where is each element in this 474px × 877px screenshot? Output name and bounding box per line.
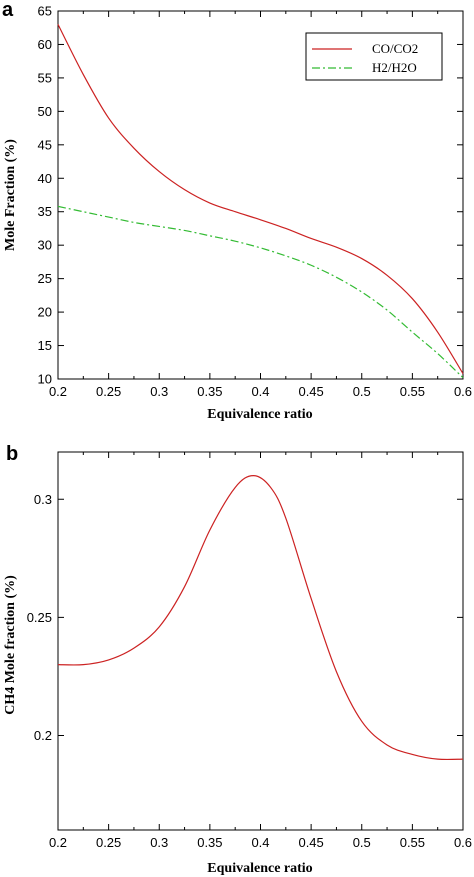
y-tick-label: 65: [38, 4, 52, 19]
panel-a-y-ticks: 10 15 20 25 30 35 40 45 50 55 60 65: [38, 4, 463, 387]
x-tick-label: 0.4: [251, 835, 269, 850]
legend-label-h2-h2o: H2/H2O: [372, 60, 417, 75]
legend-label-co-co2: CO/CO2: [372, 41, 418, 56]
panel-b-x-axis-label: Equivalence ratio: [207, 861, 312, 876]
x-tick-label: 0.25: [96, 835, 121, 850]
panel-a-series: [57, 24, 464, 379]
panel-a-x-axis-label: Equivalence ratio: [207, 407, 312, 422]
y-tick-label: 0.2: [34, 728, 52, 743]
y-tick-label: 10: [38, 372, 52, 387]
y-tick-label: 0.3: [34, 492, 52, 507]
x-tick-label: 0.5: [353, 835, 371, 850]
y-tick-label: 40: [38, 171, 52, 186]
series-line-2: [57, 205, 464, 379]
x-tick-label: 0.55: [400, 384, 425, 399]
y-tick-label: 30: [38, 238, 52, 253]
panel-a: a 0.2 0.25 0.3 0.35 0.4 0.45 0.5 0.55 0.6 10 15 20…: [2, 0, 472, 422]
x-tick-label: 0.25: [96, 384, 121, 399]
panel-b-y-ticks: 0.2 0.25 0.3: [27, 492, 463, 743]
panel-a-label: a: [2, 0, 14, 21]
x-tick-label: 0.6: [454, 384, 472, 399]
panel-b-label: b: [6, 443, 18, 465]
y-tick-label: 0.25: [27, 610, 52, 625]
panel-b-series: [57, 475, 464, 761]
panel-b-plot-frame: [57, 451, 464, 831]
series-line-1: [57, 24, 464, 374]
y-tick-label: 20: [38, 305, 52, 320]
panel-b-y-axis-label: CH4 Mole fraction (%): [3, 575, 18, 715]
x-tick-label: 0.5: [353, 384, 371, 399]
y-tick-label: 60: [38, 37, 52, 52]
panel-a-x-ticks: 0.2 0.25 0.3 0.35 0.4 0.45 0.5 0.55 0.6: [49, 11, 472, 399]
legend-box: [305, 32, 443, 81]
x-tick-label: 0.2: [49, 835, 67, 850]
x-tick-label: 0.3: [150, 835, 168, 850]
x-tick-label: 0.35: [197, 384, 222, 399]
y-tick-label: 50: [38, 104, 52, 119]
panel-a-legend: CO/CO2 H2/H2O: [305, 32, 443, 81]
x-tick-label: 0.45: [298, 384, 323, 399]
y-tick-label: 15: [38, 338, 52, 353]
y-tick-label: 25: [38, 271, 52, 286]
x-tick-label: 0.3: [150, 384, 168, 399]
y-tick-label: 55: [38, 70, 52, 85]
x-tick-label: 0.2: [49, 384, 67, 399]
x-tick-label: 0.4: [251, 384, 269, 399]
series-line-1: [57, 475, 464, 761]
x-tick-label: 0.45: [298, 835, 323, 850]
y-tick-label: 35: [38, 204, 52, 219]
x-tick-label: 0.55: [400, 835, 425, 850]
panel-b-x-ticks: 0.2 0.25 0.3 0.35 0.4 0.45 0.5 0.55 0.6: [49, 452, 472, 850]
x-tick-label: 0.35: [197, 835, 222, 850]
panel-b: b 0.2 0.25 0.3 0.35 0.4 0.45 0.5 0.55 0.6 0.20.2…: [3, 443, 472, 876]
panel-a-y-axis-label: Mole Fraction (%): [3, 139, 18, 251]
y-tick-label: 45: [38, 137, 52, 152]
x-tick-label: 0.6: [454, 835, 472, 850]
